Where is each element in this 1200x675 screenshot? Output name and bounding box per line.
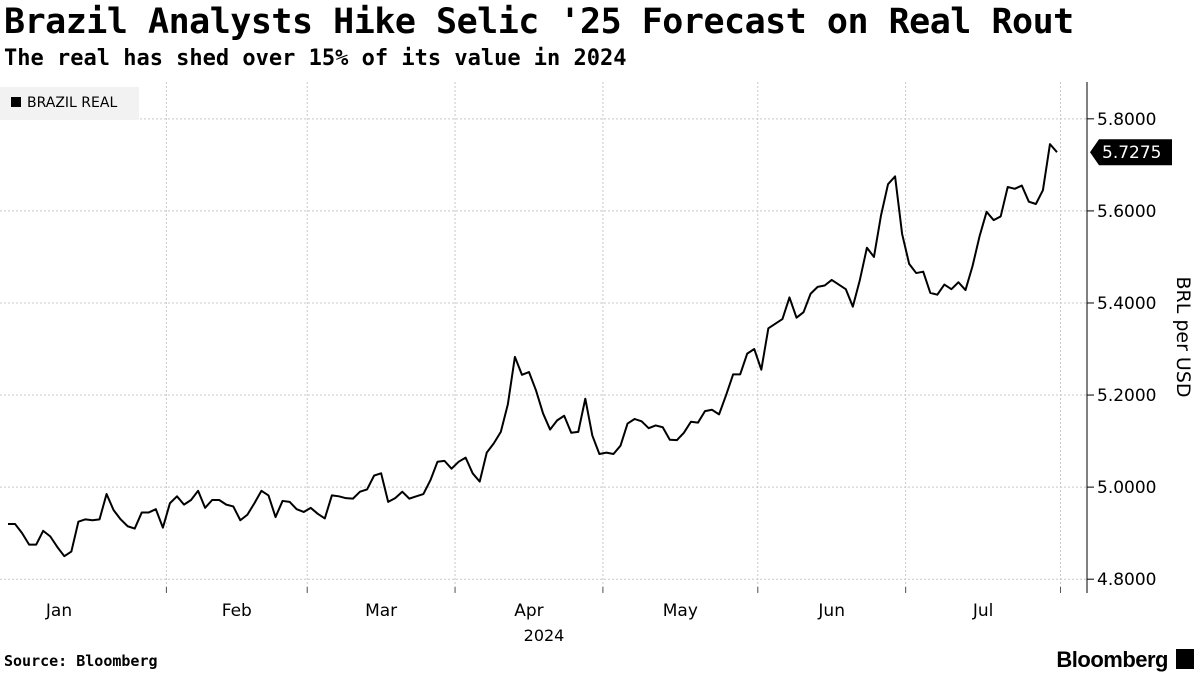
y-tick-label: 5.2000 xyxy=(1097,386,1156,406)
y-axis: 4.8000 5.0000 5.2000 5.4000 5.6000 5.8000 xyxy=(1086,82,1156,593)
x-tick-label: Mar xyxy=(365,601,397,621)
x-tick-label: Jun xyxy=(817,601,845,621)
x-tick-label: Jan xyxy=(45,601,72,621)
chart-title: Brazil Analysts Hike Selic '25 Forecast … xyxy=(4,2,1074,42)
x-tick-label: Feb xyxy=(222,601,252,621)
legend-background xyxy=(0,87,139,120)
series-line-brazil-real xyxy=(8,143,1058,558)
legend-swatch xyxy=(11,97,21,107)
y-tick-label: 5.0000 xyxy=(1097,478,1156,498)
x-tick-label: Jul xyxy=(972,601,994,621)
legend: BRAZIL REAL xyxy=(0,87,139,120)
x-axis-year-label: 2024 xyxy=(524,626,565,645)
y-tick-label: 5.6000 xyxy=(1097,202,1156,222)
legend-label: BRAZIL REAL xyxy=(27,95,117,111)
last-value-tag xyxy=(1090,139,1172,166)
chart-subtitle: The real has shed over 15% of its value … xyxy=(4,46,627,71)
x-tick-label: Apr xyxy=(514,601,543,621)
y-axis-title: BRL per USD xyxy=(1172,276,1194,397)
y-tick-label: 4.8000 xyxy=(1097,570,1156,590)
last-value-label: 5.7275 xyxy=(1102,143,1161,163)
x-axis: Jan Feb Mar Apr May Jun Jul xyxy=(45,587,1062,621)
x-tick-label: May xyxy=(663,601,698,621)
gridlines xyxy=(0,82,1087,593)
last-value-marker: 5.7275 xyxy=(1090,139,1172,166)
y-tick-label: 5.8000 xyxy=(1097,110,1156,130)
source-note: Source: Bloomberg xyxy=(4,652,158,670)
y-tick-label: 5.4000 xyxy=(1097,294,1156,314)
bloomberg-terminal-icon xyxy=(1176,649,1194,669)
bloomberg-logo: Bloomberg xyxy=(1056,647,1168,672)
